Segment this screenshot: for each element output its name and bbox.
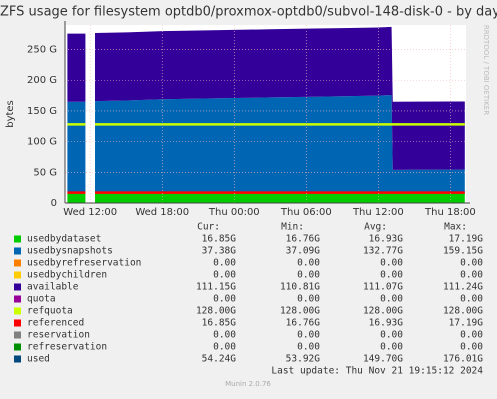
legend-value: 159.15G xyxy=(443,246,483,257)
legend-value: 16.85G xyxy=(202,318,237,329)
column-header: Cur: xyxy=(197,222,220,233)
legend-value: 16.93G xyxy=(369,318,404,329)
x-tick-label: Wed 18:00 xyxy=(135,207,189,218)
legend-value: 0.00 xyxy=(460,342,483,353)
legend-value: 17.19G xyxy=(449,234,484,245)
legend-value: 0.00 xyxy=(380,294,403,305)
legend-label: usedbysnapshots xyxy=(27,246,113,257)
legend-value: 149.70G xyxy=(363,354,403,365)
legend-value: 0.00 xyxy=(213,270,236,281)
legend-value: 128.00G xyxy=(363,306,403,317)
x-tick-label: Thu 06:00 xyxy=(280,207,332,218)
legend-swatch xyxy=(14,271,21,279)
legend-value: 0.00 xyxy=(460,330,483,341)
y-tick-label: 150 G xyxy=(27,106,57,117)
legend-value: 0.00 xyxy=(380,270,403,281)
legend-value: 54.24G xyxy=(202,354,237,365)
legend-value: 0.00 xyxy=(297,258,320,269)
legend-value: 53.92G xyxy=(286,354,321,365)
legend-value: 16.85G xyxy=(202,234,237,245)
legend-swatch xyxy=(14,247,21,255)
legend-value: 111.15G xyxy=(196,282,236,293)
y-tick-label: 0 xyxy=(51,198,57,209)
legend-label: usedbydataset xyxy=(27,234,101,245)
legend-swatch xyxy=(14,235,21,243)
legend-swatch xyxy=(14,319,21,327)
x-tick-label: Thu 12:00 xyxy=(352,207,404,218)
legend-value: 37.38G xyxy=(202,246,237,257)
legend-label: usedbychildren xyxy=(27,270,107,281)
area xyxy=(67,26,465,170)
legend-label: usedbyrefreservation xyxy=(27,258,141,269)
legend-swatch xyxy=(14,307,21,315)
y-axis-label: bytes xyxy=(5,100,16,128)
legend-swatch xyxy=(14,343,21,351)
y-tick-label: 100 G xyxy=(27,137,57,148)
y-tick-label: 200 G xyxy=(27,75,57,86)
legend-label: refreservation xyxy=(27,342,107,353)
legend-label: reservation xyxy=(27,330,90,341)
legend-label: quota xyxy=(27,294,56,305)
legend-label: referenced xyxy=(27,318,84,329)
legend-value: 17.19G xyxy=(449,318,484,329)
legend-label: refquota xyxy=(27,306,73,317)
legend-value: 0.00 xyxy=(297,294,320,305)
legend-swatch xyxy=(14,355,21,363)
legend-value: 37.09G xyxy=(286,246,321,257)
x-tick-label: Thu 00:00 xyxy=(208,207,260,218)
watermark: RRDTOOL / TOBI OETIKER xyxy=(482,25,490,115)
column-header: Avg: xyxy=(364,222,387,233)
legend-swatch xyxy=(14,295,21,303)
column-header: Max: xyxy=(444,222,467,233)
area xyxy=(67,94,465,193)
y-tick-label: 250 G xyxy=(27,45,57,56)
legend-swatch xyxy=(14,283,21,291)
legend-value: 16.76G xyxy=(286,234,321,245)
legend-value: 128.00G xyxy=(196,306,236,317)
legend-value: 128.00G xyxy=(280,306,320,317)
legend-swatch xyxy=(14,259,21,267)
legend-value: 111.24G xyxy=(443,282,483,293)
legend-value: 132.77G xyxy=(363,246,403,257)
legend-value: 176.01G xyxy=(443,354,483,365)
area xyxy=(67,192,465,203)
legend-value: 0.00 xyxy=(297,270,320,281)
legend-value: 110.81G xyxy=(280,282,320,293)
legend-value: 0.00 xyxy=(213,294,236,305)
legend-value: 0.00 xyxy=(297,330,320,341)
legend-value: 0.00 xyxy=(460,258,483,269)
legend-value: 0.00 xyxy=(213,342,236,353)
chart-title: ZFS usage for filesystem optdb0/proxmox-… xyxy=(0,5,497,20)
legend-swatch xyxy=(14,331,21,339)
y-tick-label: 50 G xyxy=(33,167,57,178)
legend-value: 0.00 xyxy=(380,342,403,353)
legend-value: 128.00G xyxy=(443,306,483,317)
legend-value: 0.00 xyxy=(213,258,236,269)
x-tick-label: Wed 12:00 xyxy=(63,207,117,218)
legend-value: 0.00 xyxy=(297,342,320,353)
footer: Munin 2.0.76 xyxy=(225,380,271,388)
legend-value: 0.00 xyxy=(213,330,236,341)
column-header: Min: xyxy=(281,222,304,233)
legend-value: 0.00 xyxy=(460,294,483,305)
legend-value: 0.00 xyxy=(380,258,403,269)
legend-value: 111.07G xyxy=(363,282,403,293)
legend-value: 0.00 xyxy=(460,270,483,281)
legend-value: 16.76G xyxy=(286,318,321,329)
x-tick-label: Thu 18:00 xyxy=(424,207,476,218)
legend-value: 0.00 xyxy=(380,330,403,341)
legend-label: used xyxy=(27,354,50,365)
last-update: Last update: Thu Nov 21 19:15:12 2024 xyxy=(271,366,483,377)
legend-label: available xyxy=(27,282,79,293)
legend-value: 16.93G xyxy=(369,234,404,245)
